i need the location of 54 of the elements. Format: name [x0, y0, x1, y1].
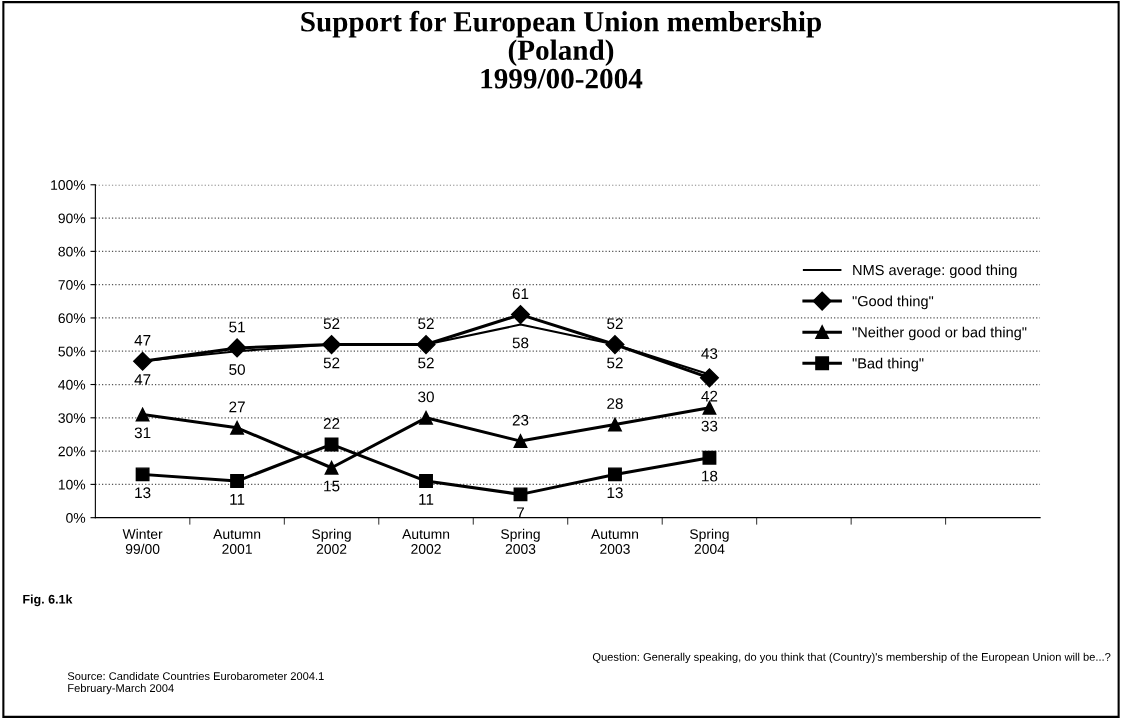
y-tick-label: 0% [66, 513, 86, 523]
data-label: 31 [134, 427, 151, 439]
y-tick-label: 60% [58, 313, 86, 324]
data-label: 11 [419, 494, 434, 505]
data-label: 61 [512, 288, 529, 300]
x-tick-label: Winter 99/00 [122, 528, 163, 554]
data-label: 11 [230, 494, 245, 505]
y-tick-label: 20% [58, 446, 86, 457]
data-label: 50 [229, 364, 245, 375]
x-tick-label: Spring 2002 [312, 528, 351, 554]
caption: Fig. 6.1k [23, 594, 73, 607]
data-label: 47 [134, 374, 151, 385]
x-tick-label: Autumn 2001 [213, 529, 261, 554]
y-tick-label: 50% [58, 346, 86, 357]
y-tick-label: 10% [58, 479, 86, 490]
legend-label: "Bad thing" [852, 357, 924, 372]
legend-label: "Good thing" [852, 295, 934, 310]
y-tick-label: 100% [51, 180, 86, 190]
data-label: 52 [418, 357, 434, 369]
data-label: 33 [701, 420, 718, 432]
data-label: 51 [229, 321, 245, 333]
data-label: 7 [517, 507, 524, 518]
legend-label: "Neither good or bad thing" [852, 326, 1027, 341]
x-tick-label: Spring 2003 [501, 528, 540, 554]
data-label: 28 [607, 398, 623, 409]
y-tick-label: 70% [58, 279, 86, 290]
data-label: 13 [135, 487, 151, 499]
x-tick-label: Spring 2004 [690, 528, 729, 554]
text: Question: Generally speaking, do you think that (Country)'s membership of the European Union will be...? [592, 652, 1111, 664]
data-label: 43 [701, 348, 718, 360]
data-label: 13 [607, 487, 623, 499]
data-label: 47 [134, 335, 151, 346]
y-tick-label: 40% [58, 379, 86, 390]
data-label: 52 [418, 318, 434, 330]
legend-label: NMS average: good thing [853, 264, 1017, 279]
data-label: 27 [229, 401, 245, 413]
y-tick-label: 30% [58, 413, 86, 423]
data-label: 52 [607, 318, 623, 330]
source-note: Source: Candidate Countries Eurobarometer 2004.1 February-March 2004 [67, 671, 324, 695]
data-label: 23 [512, 414, 529, 426]
data-label: 22 [323, 418, 340, 429]
x-tick-label: Autumn 2002 [402, 529, 450, 554]
data-label: 52 [323, 357, 340, 369]
y-tick-label: 90% [58, 213, 86, 224]
data-label: 42 [701, 390, 718, 402]
data-label: 52 [607, 357, 623, 369]
data-label: 30 [418, 391, 434, 403]
data-label: 15 [324, 480, 340, 492]
chart-title: Support for European Union membership (Poland) 1999/00-2004 [301, 10, 822, 89]
data-label: 58 [512, 337, 529, 349]
data-label: 18 [702, 470, 718, 482]
y-tick-label: 80% [58, 246, 86, 257]
data-label: 52 [323, 318, 340, 330]
x-tick-label: Autumn 2003 [591, 529, 638, 554]
